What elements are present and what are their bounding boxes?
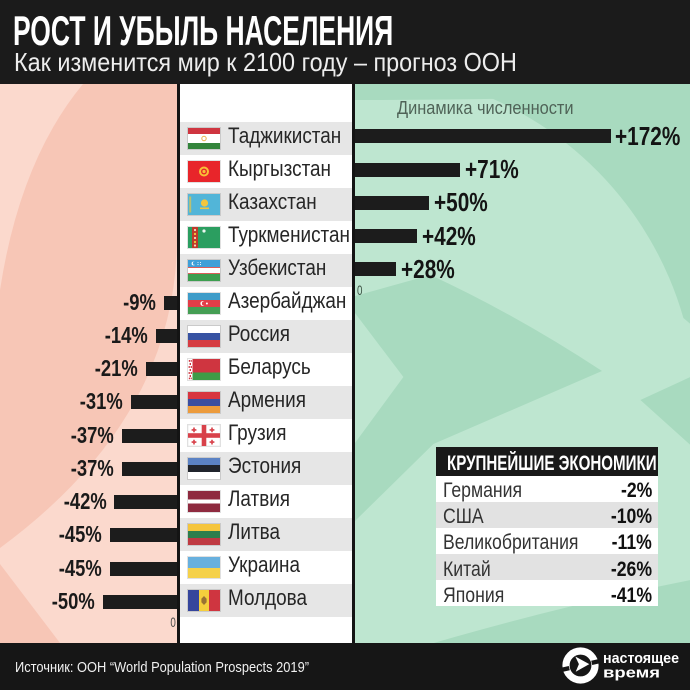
svg-text:настоящее: настоящее: [603, 650, 679, 667]
svg-text:время: время: [603, 665, 660, 682]
